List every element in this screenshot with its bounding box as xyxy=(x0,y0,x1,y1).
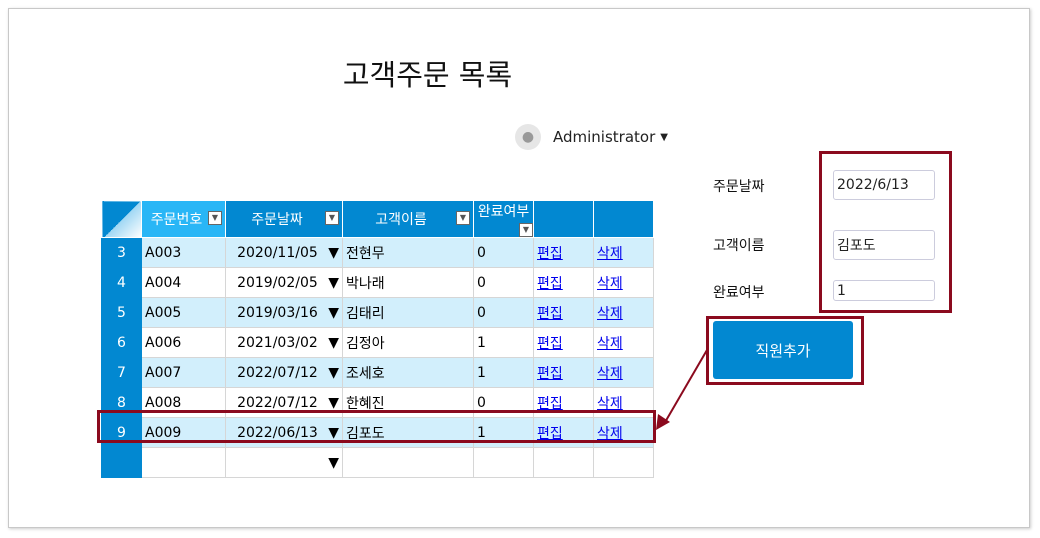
page-title: 고객주문 목록 xyxy=(342,58,513,92)
order-date-cell[interactable]: 2022/07/12 ▼ xyxy=(225,357,343,388)
user-name: Administrator xyxy=(553,128,656,146)
delete-link[interactable]: 삭제 xyxy=(597,245,623,262)
orders-grid: 주문번호 ▼ 주문날짜 ▼ 고객이름 ▼ 완료여부 ▼ 3 A003 2020/11/0… xyxy=(101,200,654,478)
completed-input[interactable]: 1 xyxy=(833,280,935,301)
completed-cell[interactable]: 0 xyxy=(473,267,534,298)
cell[interactable] xyxy=(533,447,594,478)
order-date-cell[interactable]: ▼ xyxy=(225,447,343,478)
dropdown-icon[interactable]: ▼ xyxy=(328,454,339,471)
edit-link[interactable]: 편집 xyxy=(537,305,563,322)
delete-cell: 삭제 xyxy=(593,327,654,358)
table-row[interactable]: 6 A006 2021/03/02 ▼ 김정아 1 편집 삭제 xyxy=(101,327,654,358)
edit-cell: 편집 xyxy=(533,237,594,268)
filter-icon[interactable]: ▼ xyxy=(519,223,533,237)
edit-link[interactable]: 편집 xyxy=(537,365,563,382)
filter-icon[interactable]: ▼ xyxy=(208,211,222,225)
customer-name-label: 고객이름 xyxy=(713,238,765,254)
edit-link[interactable]: 편집 xyxy=(537,245,563,262)
highlight-form-box xyxy=(819,151,952,313)
delete-link[interactable]: 삭제 xyxy=(597,395,623,412)
dropdown-icon[interactable]: ▼ xyxy=(328,364,339,381)
delete-link[interactable]: 삭제 xyxy=(597,305,623,322)
delete-cell: 삭제 xyxy=(593,357,654,388)
dropdown-icon[interactable]: ▼ xyxy=(328,334,339,351)
edit-link[interactable]: 편집 xyxy=(537,335,563,352)
column-header-order-id[interactable]: 주문번호 ▼ xyxy=(141,200,226,238)
filter-icon[interactable]: ▼ xyxy=(456,211,470,225)
order-id-cell[interactable]: A003 xyxy=(141,237,226,268)
cell[interactable] xyxy=(593,447,654,478)
row-header[interactable]: 3 xyxy=(101,237,142,268)
table-row[interactable]: 7 A007 2022/07/12 ▼ 조세호 1 편집 삭제 xyxy=(101,357,654,388)
user-icon: ● xyxy=(515,124,541,150)
completed-label: 완료여부 xyxy=(713,285,765,301)
filter-icon[interactable]: ▼ xyxy=(325,211,339,225)
order-id-cell[interactable]: A005 xyxy=(141,297,226,328)
edit-link[interactable]: 편집 xyxy=(537,395,563,412)
completed-cell[interactable]: 1 xyxy=(473,357,534,388)
row-header[interactable]: 7 xyxy=(101,357,142,388)
customer-name-cell[interactable]: 박나래 xyxy=(342,267,474,298)
customer-name-cell[interactable]: 김태리 xyxy=(342,297,474,328)
delete-cell: 삭제 xyxy=(593,267,654,298)
row-header[interactable]: 5 xyxy=(101,297,142,328)
order-date-cell[interactable]: 2019/02/05 ▼ xyxy=(225,267,343,298)
dropdown-icon[interactable]: ▼ xyxy=(328,274,339,291)
row-header[interactable] xyxy=(101,447,142,478)
highlight-row-box xyxy=(97,410,656,443)
order-id-cell[interactable]: A006 xyxy=(141,327,226,358)
new-row[interactable]: ▼ xyxy=(101,447,654,478)
add-button[interactable]: 직원추가 xyxy=(713,321,853,379)
caret-down-icon: ▼ xyxy=(660,131,668,143)
column-header-edit xyxy=(533,200,594,238)
cell[interactable] xyxy=(342,447,474,478)
order-date-input[interactable]: 2022/6/13 xyxy=(833,170,935,200)
edit-link[interactable]: 편집 xyxy=(537,275,563,292)
edit-cell: 편집 xyxy=(533,297,594,328)
delete-link[interactable]: 삭제 xyxy=(597,425,623,442)
order-date-cell[interactable]: 2019/03/16 ▼ xyxy=(225,297,343,328)
table-row[interactable]: 4 A004 2019/02/05 ▼ 박나래 0 편집 삭제 xyxy=(101,267,654,298)
column-header-delete xyxy=(593,200,654,238)
customer-name-cell[interactable]: 전현무 xyxy=(342,237,474,268)
user-menu[interactable]: ● Administrator ▼ xyxy=(515,124,668,150)
delete-link[interactable]: 삭제 xyxy=(597,335,623,352)
order-id-cell[interactable]: A007 xyxy=(141,357,226,388)
dropdown-icon[interactable]: ▼ xyxy=(328,244,339,261)
window-frame xyxy=(8,8,1030,528)
highlight-button-box xyxy=(706,316,864,385)
delete-link[interactable]: 삭제 xyxy=(597,365,623,382)
order-date-label: 주문날짜 xyxy=(713,179,765,195)
edit-link[interactable]: 편집 xyxy=(537,425,563,442)
dropdown-icon[interactable]: ▼ xyxy=(328,424,339,441)
column-header-order-date[interactable]: 주문날짜 ▼ xyxy=(225,200,343,238)
completed-cell[interactable]: 0 xyxy=(473,237,534,268)
row-header[interactable]: 4 xyxy=(101,267,142,298)
dropdown-icon[interactable]: ▼ xyxy=(328,304,339,321)
select-all-corner[interactable] xyxy=(101,200,142,238)
customer-name-input[interactable]: 김포도 xyxy=(833,230,935,260)
delete-cell: 삭제 xyxy=(593,297,654,328)
dropdown-icon[interactable]: ▼ xyxy=(328,394,339,411)
column-header-completed[interactable]: 완료여부 ▼ xyxy=(473,200,534,238)
delete-link[interactable]: 삭제 xyxy=(597,275,623,292)
